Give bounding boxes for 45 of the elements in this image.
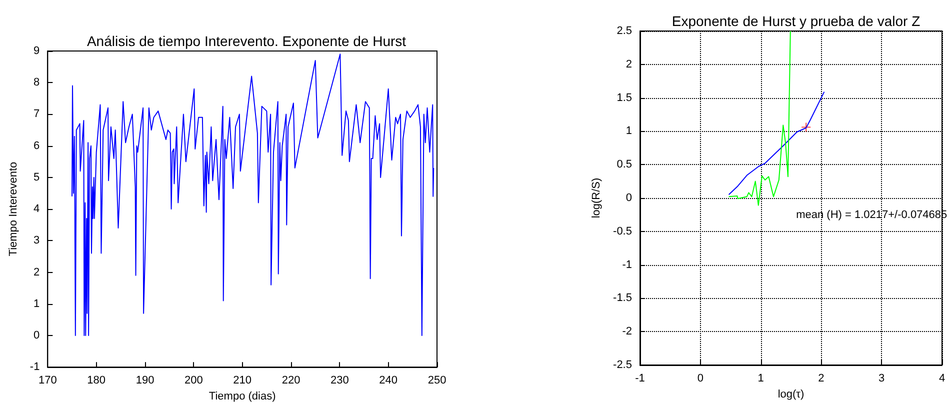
y-tick-label: -1.5 [613, 292, 632, 304]
y-tick-label: 9 [34, 45, 40, 57]
y-tick-label: -2.5 [613, 359, 632, 371]
y-tick-label: 5 [34, 171, 40, 184]
chart-title: Análisis de tiempo Interevento. Exponente de Hurst [86, 33, 406, 49]
y-tick-label: 3 [34, 234, 40, 247]
y-tick-label: 0.5 [616, 158, 632, 171]
x-tick-label: 200 [184, 374, 203, 387]
y-tick-label: 2 [626, 58, 632, 70]
x-tick-label: 250 [428, 374, 446, 387]
y-tick-label: -2 [622, 326, 632, 338]
x-tick-label: 190 [136, 374, 154, 387]
line-series [728, 91, 825, 196]
x-axis-title: log(τ) [778, 388, 804, 400]
y-tick-label: 8 [34, 76, 40, 89]
y-tick-label: -1 [30, 361, 40, 374]
y-tick-label: 0 [34, 329, 40, 342]
line-series [728, 30, 791, 206]
y-tick-label: 0 [626, 192, 632, 204]
x-tick-label: 240 [379, 374, 398, 387]
x-tick-label: 230 [330, 374, 349, 387]
x-tick-label: 0 [697, 372, 704, 384]
x-tick-label: 220 [282, 374, 300, 387]
x-tick-label: 1 [758, 372, 764, 384]
y-tick-label: 1 [34, 298, 40, 310]
y-tick-label: 4 [34, 203, 40, 216]
x-tick-label: 210 [233, 374, 252, 387]
x-tick-label: 3 [878, 372, 885, 384]
y-tick-label: -1 [622, 258, 632, 271]
y-tick-label: -0.5 [613, 225, 632, 238]
y-tick-label: 6 [34, 140, 40, 152]
y-tick-label: 7 [34, 108, 40, 120]
chart-title: Exponente de Hurst y prueba de valor Z [672, 13, 921, 29]
x-tick-label: 2 [818, 372, 824, 384]
x-tick-label: 180 [87, 374, 106, 387]
y-axis-title: Tiempo Interevento [8, 162, 20, 256]
x-tick-label: 4 [938, 372, 946, 384]
y-tick-label: 2.5 [616, 25, 632, 37]
y-tick-label: 2 [34, 266, 40, 278]
y-axis-title: log(R/S) [590, 178, 603, 218]
x-tick-label: 170 [38, 374, 57, 387]
x-tick-label: -1 [635, 372, 645, 384]
y-tick-label: 1 [626, 125, 632, 138]
y-tick-label: 1.5 [616, 92, 632, 104]
x-axis-title: Tiempo (dias) [208, 390, 276, 402]
